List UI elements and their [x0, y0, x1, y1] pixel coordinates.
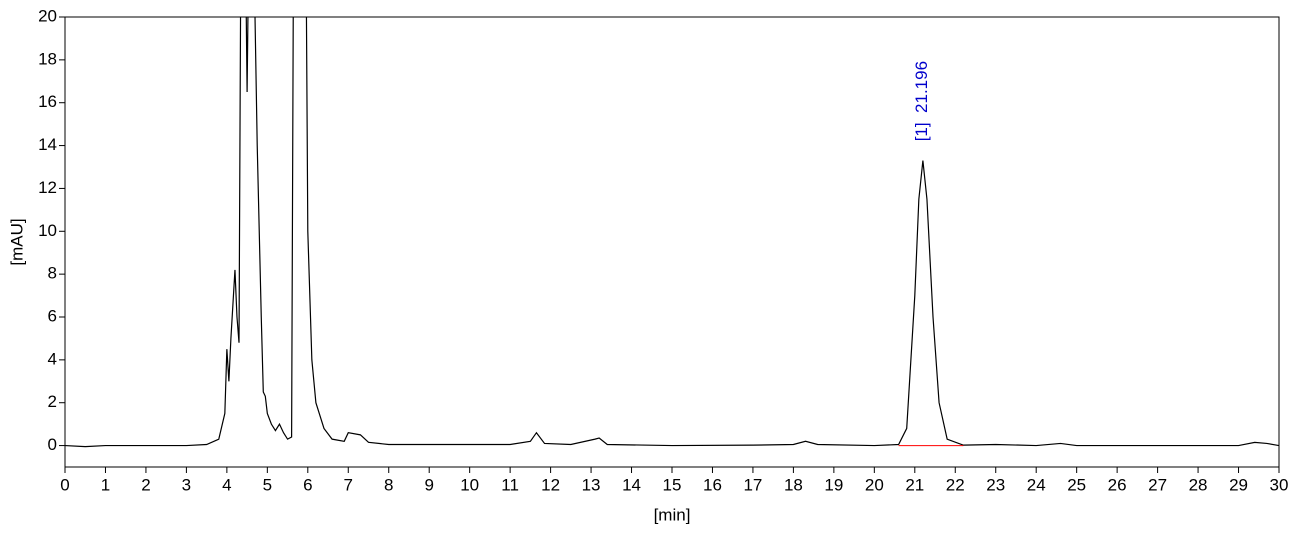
x-tick-label: 20 [865, 475, 884, 494]
x-tick-label: 28 [1189, 475, 1208, 494]
x-tick-label: 25 [1067, 475, 1086, 494]
y-tick-label: 18 [38, 49, 57, 68]
x-tick-label: 11 [501, 475, 519, 494]
y-tick-label: 0 [48, 435, 57, 454]
x-tick-label: 4 [222, 475, 231, 494]
x-tick-label: 15 [663, 475, 682, 494]
x-tick-label: 26 [1108, 475, 1127, 494]
y-tick-label: 8 [48, 264, 57, 283]
x-tick-label: 12 [541, 475, 560, 494]
x-tick-label: 7 [344, 475, 353, 494]
y-tick-label: 14 [38, 135, 57, 154]
x-tick-label: 3 [182, 475, 191, 494]
x-tick-label: 13 [582, 475, 601, 494]
y-tick-label: 6 [48, 306, 57, 325]
y-tick-label: 2 [48, 392, 57, 411]
x-axis-label: [min] [654, 505, 691, 524]
x-tick-label: 8 [384, 475, 393, 494]
x-tick-label: 10 [460, 475, 479, 494]
x-tick-label: 5 [263, 475, 272, 494]
x-tick-label: 19 [824, 475, 843, 494]
y-tick-label: 12 [38, 178, 57, 197]
y-tick-label: 10 [38, 221, 57, 240]
y-tick-label: 20 [38, 6, 57, 25]
x-tick-label: 1 [101, 475, 110, 494]
peak-annotation: [1] 21.196 [912, 61, 931, 141]
x-tick-label: 21 [905, 475, 924, 494]
trace [65, 17, 1279, 448]
x-tick-label: 22 [946, 475, 965, 494]
x-tick-label: 18 [784, 475, 803, 494]
x-tick-label: 2 [141, 475, 150, 494]
x-tick-label: 9 [424, 475, 433, 494]
x-tick-label: 16 [703, 475, 722, 494]
x-tick-label: 29 [1229, 475, 1248, 494]
y-tick-label: 16 [38, 92, 57, 111]
x-tick-label: 0 [60, 475, 69, 494]
x-tick-label: 24 [1027, 475, 1046, 494]
x-tick-label: 30 [1270, 475, 1289, 494]
y-tick-label: 4 [48, 349, 57, 368]
x-tick-label: 6 [303, 475, 312, 494]
x-tick-label: 14 [622, 475, 641, 494]
y-axis-label: [mAU] [7, 218, 26, 265]
x-tick-label: 17 [743, 475, 762, 494]
x-tick-label: 27 [1148, 475, 1167, 494]
x-tick-label: 23 [986, 475, 1005, 494]
